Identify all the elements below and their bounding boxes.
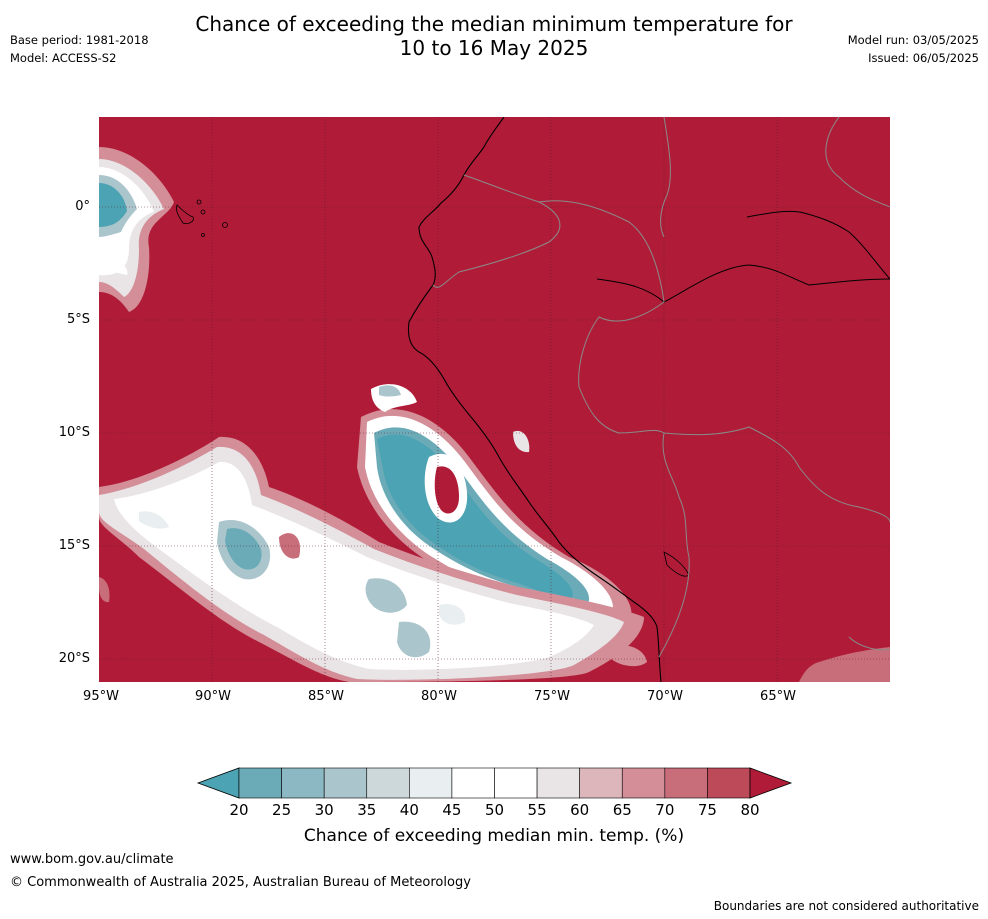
colorbar-arrow-high	[749, 767, 793, 799]
colorbar-tick-label: 70	[655, 801, 675, 819]
northwest-anomaly-region	[99, 147, 174, 312]
lon-label-75w: 75°W	[534, 689, 570, 704]
issued-date: Issued: 06/05/2025	[868, 51, 979, 65]
lat-label-5s: 5°S	[66, 312, 90, 327]
base-period: Base period: 1981-2018	[10, 33, 149, 47]
colorbar-tick-label: 40	[399, 801, 419, 819]
colorbar-tick-label: 55	[527, 801, 547, 819]
colorbar-tick-label: 45	[442, 801, 462, 819]
boundary-disclaimer: Boundaries are not considered authoritat…	[713, 899, 979, 913]
colorbar-segment	[621, 767, 666, 799]
colorbar-tick-label: 65	[612, 801, 632, 819]
lon-label-90w: 90°W	[195, 689, 231, 704]
colorbar-title: Chance of exceeding median min. temp. (%…	[303, 826, 685, 846]
coastal-anomaly-region	[357, 384, 632, 624]
left-metadata: Base period: 1981-2018 Model: ACCESS-S2	[10, 31, 149, 67]
lat-label-15s: 15°S	[58, 538, 90, 553]
model-name: Model: ACCESS-S2	[10, 51, 117, 65]
forecast-map	[99, 117, 890, 682]
colorbar-tick-label: 60	[570, 801, 590, 819]
colorbar-segment	[579, 767, 623, 799]
website-link[interactable]: www.bom.gov.au/climate	[10, 852, 174, 867]
colorbar-tick-label: 30	[314, 801, 334, 819]
north-river	[746, 210, 890, 280]
title-line-1: Chance of exceeding the median minimum t…	[195, 12, 793, 36]
copyright-notice: © Commonwealth of Australia 2025, Austra…	[10, 875, 471, 890]
colorbar-segment	[323, 767, 368, 799]
country-borders	[432, 117, 890, 658]
lat-label-10s: 10°S	[58, 425, 90, 440]
lat-label-0: 0°	[75, 199, 90, 214]
colorbar-segment	[707, 767, 751, 799]
model-run: Model run: 03/05/2025	[847, 33, 979, 47]
lon-label-65w: 65°W	[760, 689, 796, 704]
southwest-anomaly-region	[99, 436, 890, 682]
colorbar-tick-label: 80	[740, 801, 760, 819]
lon-label-80w: 80°W	[421, 689, 457, 704]
colorbar	[196, 767, 793, 799]
colorbar-segment	[238, 767, 282, 799]
amazon-river	[596, 264, 890, 303]
colorbar-segment	[494, 767, 538, 799]
coastline	[407, 117, 662, 682]
colorbar-arrow-low	[196, 767, 240, 799]
lon-label-85w: 85°W	[308, 689, 344, 704]
graticule	[99, 117, 890, 682]
lat-label-20s: 20°S	[58, 651, 90, 666]
colorbar-tick-label: 20	[229, 801, 249, 819]
title-line-2: 10 to 16 May 2025	[399, 36, 589, 60]
lon-label-70w: 70°W	[647, 689, 683, 704]
colorbar-segment	[281, 767, 325, 799]
colorbar-tick-label: 50	[484, 801, 505, 819]
colorbar-segment	[536, 767, 580, 799]
colorbar-tick-label: 75	[697, 801, 717, 819]
colorbar-tick-label: 25	[272, 801, 292, 819]
colorbar-segment	[366, 767, 410, 799]
lon-label-95w: 95°W	[83, 689, 119, 704]
map-title: Chance of exceeding the median minimum t…	[0, 12, 988, 60]
colorbar-segment	[409, 767, 453, 799]
colorbar-segment	[664, 767, 708, 799]
right-metadata: Model run: 03/05/2025 Issued: 06/05/2025	[848, 31, 979, 67]
colorbar-segment	[451, 767, 495, 799]
colorbar-tick-label: 35	[357, 801, 377, 819]
galapagos-islands	[176, 199, 228, 237]
